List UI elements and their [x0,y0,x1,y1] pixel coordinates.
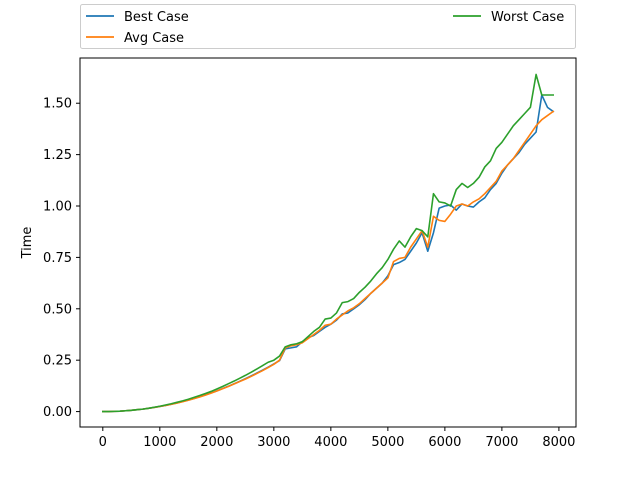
y-tick-label: 0.50 [43,302,72,317]
x-tick-label: 5000 [371,435,404,450]
legend-label: Avg Case [124,31,184,46]
x-tick-label: 7000 [485,435,518,450]
plot-frame [79,57,577,428]
y-tick-label: 0.75 [43,251,72,266]
x-tick-label: 2000 [200,435,233,450]
y-tick-label: 0.25 [43,354,72,369]
legend-label: Worst Case [491,10,564,25]
y-axis: 0.00 0.25 0.50 0.75 1.00 1.25 1.50 [43,97,80,420]
legend: Best Case Avg Case Worst Case [80,4,576,49]
y-tick-label: 1.25 [43,148,72,163]
legend-box [80,4,576,49]
legend-label: Best Case [124,10,189,25]
x-tick-label: 1000 [143,435,176,450]
plot-lines [102,73,555,413]
y-tick-label: 1.00 [43,200,72,215]
x-axis: 0 1000 2000 3000 4000 5000 6000 7000 8000 [99,427,575,450]
x-tick-label: 0 [99,435,107,450]
x-tick-label: 8000 [542,435,575,450]
x-tick-label: 6000 [428,435,461,450]
y-tick-label: 1.50 [43,97,72,112]
x-tick-label: 3000 [257,435,290,450]
series-line-worst-case [102,73,555,413]
y-tick-label: 0.00 [43,405,72,420]
y-axis-label: Time [20,227,35,260]
x-tick-label: 4000 [314,435,347,450]
